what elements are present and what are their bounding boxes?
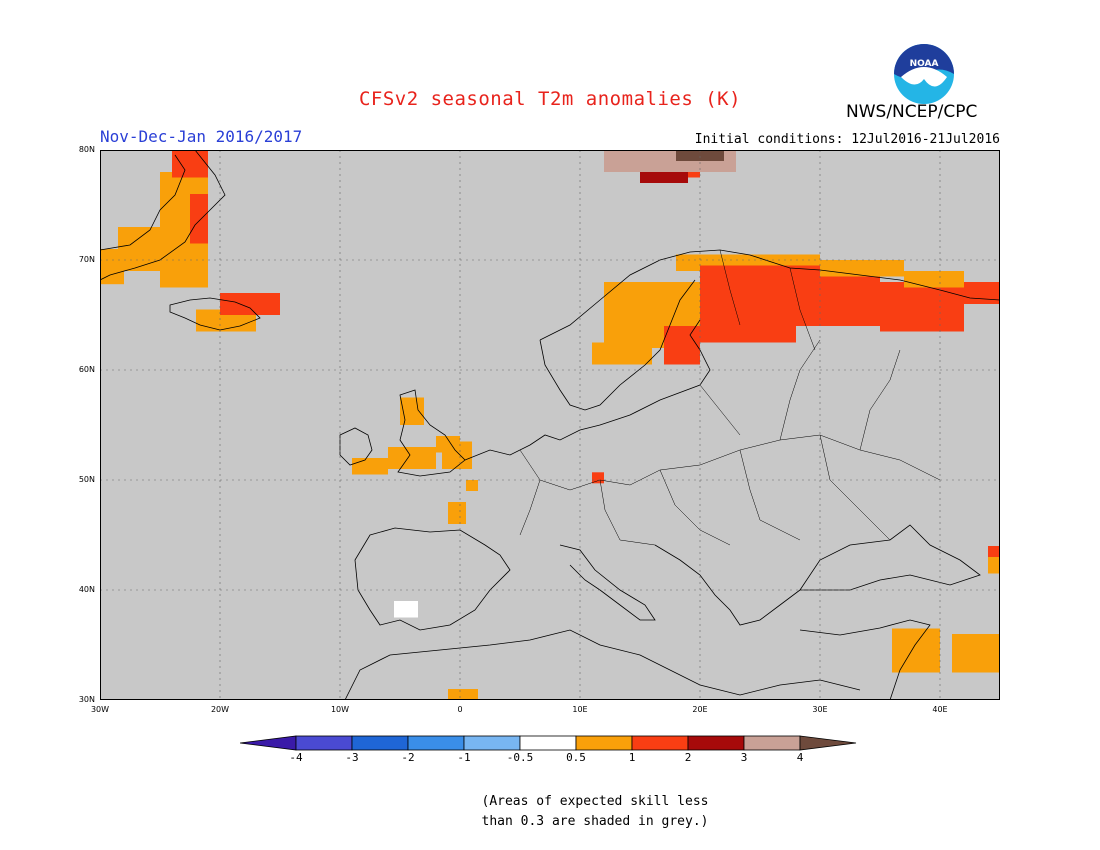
colorbar-label-5: 0.5 xyxy=(566,751,586,764)
lon-label-10W: 10W xyxy=(330,705,350,714)
anomaly-patch-8-1 xyxy=(592,342,652,365)
colorbar-label-9: 4 xyxy=(796,751,804,764)
lat-lon-grid xyxy=(100,150,1000,700)
anomaly-patch-10-1 xyxy=(904,271,964,288)
anomaly-patch-10-0 xyxy=(820,260,904,277)
forecast-period: Nov-Dec-Jan 2016/2017 xyxy=(100,127,303,146)
footnote-line-1: (Areas of expected skill less xyxy=(481,794,709,809)
anomaly-patch-18-0 xyxy=(394,601,418,618)
lat-label-50N: 50N xyxy=(78,475,95,484)
anomaly-patch-14-1 xyxy=(892,628,940,673)
coastlines xyxy=(100,150,1000,700)
lat-label-40N: 40N xyxy=(78,585,95,594)
lat-label-30N: 30N xyxy=(78,695,95,704)
anomaly-patch-11-3 xyxy=(436,436,460,453)
anomaly-patch-0-2 xyxy=(100,249,124,285)
lon-label-0: 0 xyxy=(457,705,463,714)
anomaly-patch-0-1 xyxy=(118,227,160,271)
anomaly-patch-9-0 xyxy=(700,265,796,343)
anomaly-patch-16-0 xyxy=(988,546,1000,557)
initial-conditions: Initial conditions: 12Jul2016-21Jul2016 xyxy=(694,132,1000,147)
colorbar-segment-3 xyxy=(407,735,465,751)
anomaly-patch-13-0 xyxy=(592,472,604,484)
colorbar-low-arrow xyxy=(240,735,297,751)
map-background xyxy=(100,150,1000,700)
colorbar-label-6: 1 xyxy=(628,751,636,764)
agency-label: NWS/NCEP/CPC xyxy=(846,102,978,122)
anomaly-patch-9-2 xyxy=(880,282,964,332)
colorbar-segment-7 xyxy=(631,735,689,751)
colorbar-label-0: -4 xyxy=(289,751,303,764)
colorbar-label-7: 2 xyxy=(684,751,692,764)
lat-label-60N: 60N xyxy=(78,365,95,374)
noaa-logo-icon: NOAA xyxy=(894,44,954,104)
lat-label-70N: 70N xyxy=(78,255,95,264)
colorbar-segment-5 xyxy=(519,735,577,751)
colorbar-label-4: -0.5 xyxy=(506,751,534,764)
colorbar-label-8: 3 xyxy=(740,751,748,764)
colorbar-segment-6 xyxy=(575,735,633,751)
anomaly-patch-11-4 xyxy=(352,458,388,475)
lon-label-20E: 20E xyxy=(692,705,708,714)
anomaly-patch-1-1 xyxy=(190,194,208,244)
colorbar-segment-8 xyxy=(687,735,745,751)
lat-label-80N: 80N xyxy=(78,145,95,154)
lon-label-40E: 40E xyxy=(932,705,948,714)
anomaly-patch-1-0 xyxy=(172,150,208,178)
anomaly-patch-5-0 xyxy=(640,172,688,183)
anomaly-patch-7-0 xyxy=(676,150,724,161)
anomaly-patch-17-0 xyxy=(448,689,478,700)
country-borders xyxy=(519,249,941,546)
colorbar-segment-1 xyxy=(295,735,353,751)
lon-label-30W: 30W xyxy=(90,705,110,714)
lon-label-30E: 30E xyxy=(812,705,828,714)
svg-text:NOAA: NOAA xyxy=(910,59,939,69)
anomaly-patch-9-4 xyxy=(664,326,700,365)
colorbar-label-2: -2 xyxy=(401,751,415,764)
colorbar-high-arrow xyxy=(799,735,857,751)
chart-title: CFSv2 seasonal T2m anomalies (K) xyxy=(358,88,742,110)
footnote-line-2: than 0.3 are shaded in grey.) xyxy=(481,814,709,829)
anomaly-patch-12-0 xyxy=(448,502,466,524)
skill-footnote: (Areas of expected skill less than 0.3 a… xyxy=(0,792,1100,832)
lon-label-10E: 10E xyxy=(572,705,588,714)
colorbar-segment-2 xyxy=(351,735,409,751)
anomaly-patch-12-1 xyxy=(466,480,478,491)
lon-label-20W: 20W xyxy=(210,705,230,714)
anomaly-patch-11-2 xyxy=(400,397,424,425)
anomaly-patch-11-1 xyxy=(388,447,436,469)
colorbar-segment-4 xyxy=(463,735,521,751)
colorbar-label-1: -3 xyxy=(345,751,359,764)
anomaly-patch-9-3 xyxy=(964,282,1000,304)
anomaly-map xyxy=(100,150,1000,700)
colorbar xyxy=(240,735,857,751)
colorbar-segment-9 xyxy=(743,735,801,751)
anomaly-patch-3-0 xyxy=(220,293,280,315)
colorbar-label-3: -1 xyxy=(457,751,471,764)
anomaly-patch-14-0 xyxy=(952,634,1000,673)
